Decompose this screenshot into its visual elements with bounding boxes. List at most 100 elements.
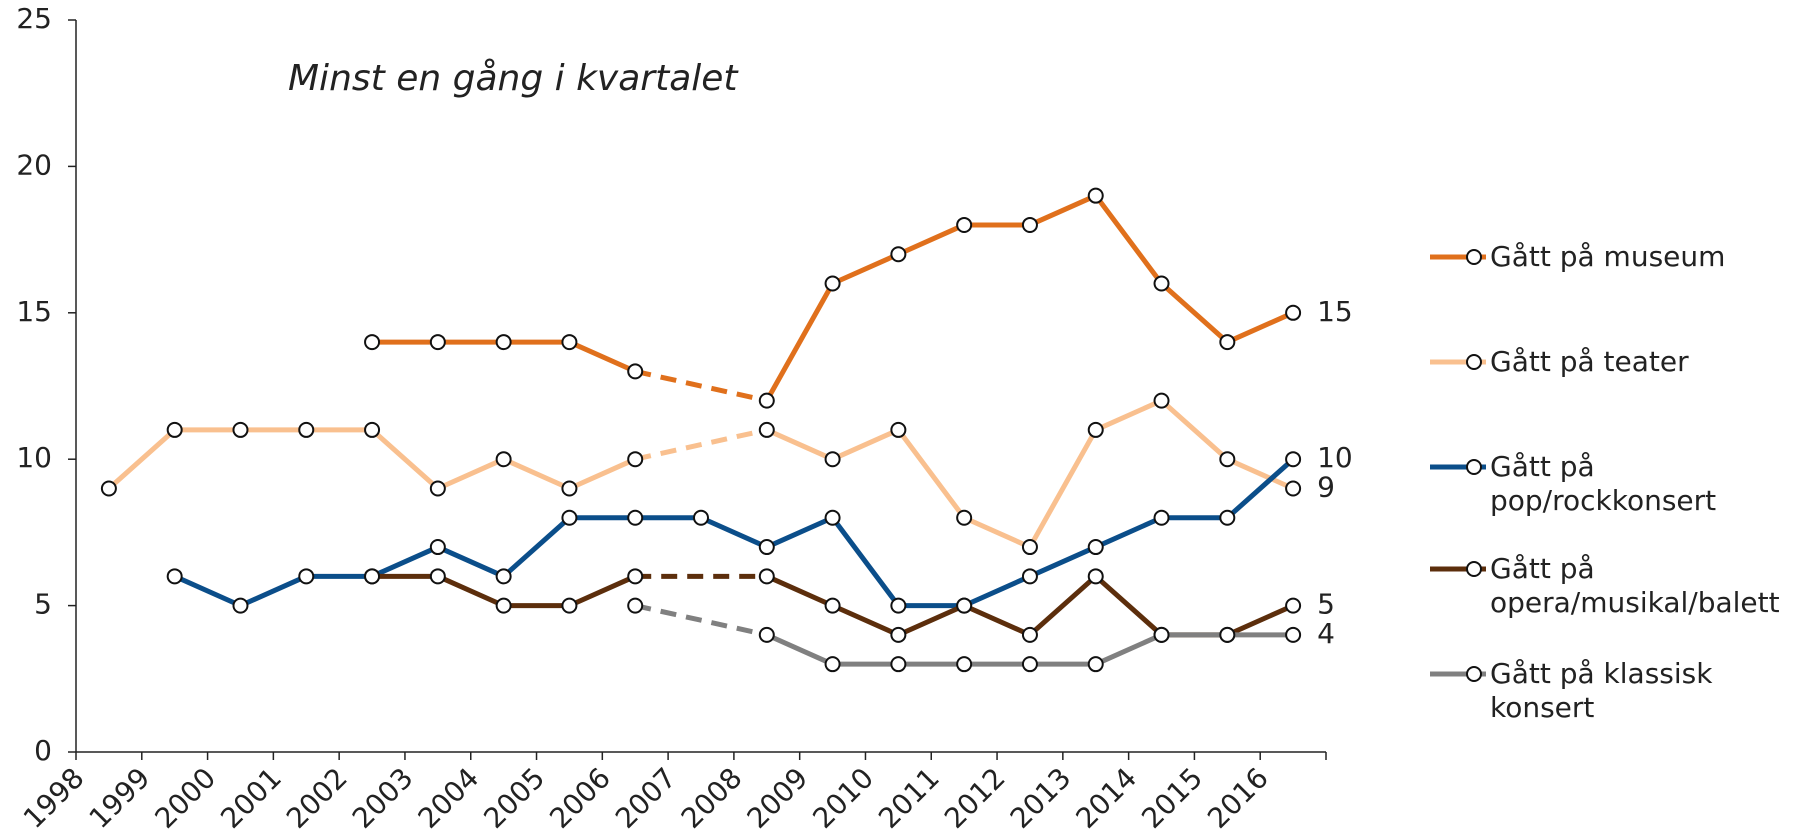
point xyxy=(1087,187,1104,204)
y-tick-label: 5 xyxy=(34,588,52,621)
point xyxy=(100,480,117,497)
point xyxy=(1285,626,1302,643)
point xyxy=(1285,597,1302,614)
point xyxy=(1153,509,1170,526)
legend-label: Gått på teater xyxy=(1490,345,1689,378)
y-tick-label: 25 xyxy=(16,2,52,35)
point xyxy=(758,539,775,556)
x-tick-label: 2006 xyxy=(543,761,617,835)
legend-item: Gått på teater xyxy=(1428,345,1814,379)
x-tick-label: 2007 xyxy=(609,761,683,835)
point xyxy=(561,597,578,614)
end-label: 5 xyxy=(1317,588,1335,621)
series-line xyxy=(173,457,1295,609)
legend-swatch xyxy=(1430,459,1486,475)
y-tick-label: 10 xyxy=(16,441,52,474)
point xyxy=(429,480,446,497)
point xyxy=(1153,392,1170,409)
x-tick-label: 2014 xyxy=(1070,761,1144,835)
point xyxy=(1021,626,1038,643)
point xyxy=(956,509,973,526)
y-tick-label: 0 xyxy=(34,734,52,767)
x-tick-label: 2005 xyxy=(477,761,551,835)
legend-swatch xyxy=(1430,666,1486,682)
legend-marker xyxy=(1466,666,1482,682)
point xyxy=(429,334,446,351)
point xyxy=(824,509,841,526)
point xyxy=(1087,656,1104,673)
point xyxy=(890,421,907,438)
point xyxy=(364,421,381,438)
legend-item: Gått på opera/musikal/balett xyxy=(1428,552,1814,620)
x-tick-label: 2015 xyxy=(1135,761,1209,835)
legend-item: Gått på klassisk konsert xyxy=(1428,657,1814,725)
point xyxy=(693,509,709,526)
point xyxy=(495,568,512,585)
legend-label: Gått på pop/rockkonsert xyxy=(1490,450,1717,517)
point xyxy=(495,451,512,468)
point xyxy=(627,451,644,468)
point xyxy=(758,626,775,643)
point xyxy=(627,568,644,585)
x-tick-label: 2013 xyxy=(1004,761,1078,835)
point xyxy=(1021,656,1038,673)
point xyxy=(824,656,841,673)
legend-swatch xyxy=(1430,354,1486,370)
legend-marker xyxy=(1466,249,1482,265)
legend-label: Gått på museum xyxy=(1490,240,1726,273)
point xyxy=(1219,451,1236,468)
point xyxy=(1087,539,1104,556)
point xyxy=(1285,451,1302,468)
point xyxy=(627,363,644,380)
point xyxy=(1087,568,1104,585)
point xyxy=(890,656,907,673)
point xyxy=(561,480,578,497)
legend-label: Gått på opera/musikal/balett xyxy=(1490,552,1780,619)
point xyxy=(627,597,644,614)
point xyxy=(364,568,381,585)
gap-bridge xyxy=(634,368,768,404)
point xyxy=(1087,421,1104,438)
point xyxy=(758,568,775,585)
x-tick-label: 2010 xyxy=(806,761,880,835)
point xyxy=(824,275,841,292)
legend-marker xyxy=(1466,354,1482,370)
x-tick-label: 2009 xyxy=(741,761,815,835)
point xyxy=(429,568,446,585)
x-tick-label: 2004 xyxy=(412,761,486,835)
point xyxy=(1021,568,1038,585)
legend-swatch xyxy=(1430,249,1486,265)
end-label: 10 xyxy=(1317,441,1353,474)
point xyxy=(1219,334,1236,351)
point xyxy=(1021,216,1038,233)
point xyxy=(1219,509,1236,526)
point xyxy=(956,656,973,673)
legend-item: Gått på pop/rockkonsert xyxy=(1428,450,1814,518)
legend-item: Gått på museum xyxy=(1428,240,1814,274)
x-tick-label: 2000 xyxy=(148,761,222,835)
point xyxy=(1153,626,1170,643)
point xyxy=(956,216,973,233)
point xyxy=(956,597,973,614)
end-label: 15 xyxy=(1317,295,1353,328)
x-tick-label: 2003 xyxy=(346,761,420,835)
point xyxy=(758,421,775,438)
point xyxy=(1153,275,1170,292)
end-label: 9 xyxy=(1317,470,1335,503)
legend-marker xyxy=(1466,561,1482,577)
point xyxy=(1285,480,1302,497)
point xyxy=(890,597,907,614)
point xyxy=(1285,304,1302,321)
point xyxy=(495,597,512,614)
x-tick-label: 1999 xyxy=(83,761,157,835)
legend-marker xyxy=(1466,459,1482,475)
x-tick-label: 2011 xyxy=(872,761,946,835)
point xyxy=(561,334,578,351)
point xyxy=(298,421,315,438)
x-tick-label: 2001 xyxy=(214,761,288,835)
point xyxy=(890,246,907,263)
y-tick-label: 15 xyxy=(16,295,52,328)
x-tick-label: 1998 xyxy=(17,761,91,835)
x-tick-label: 2002 xyxy=(280,761,354,835)
